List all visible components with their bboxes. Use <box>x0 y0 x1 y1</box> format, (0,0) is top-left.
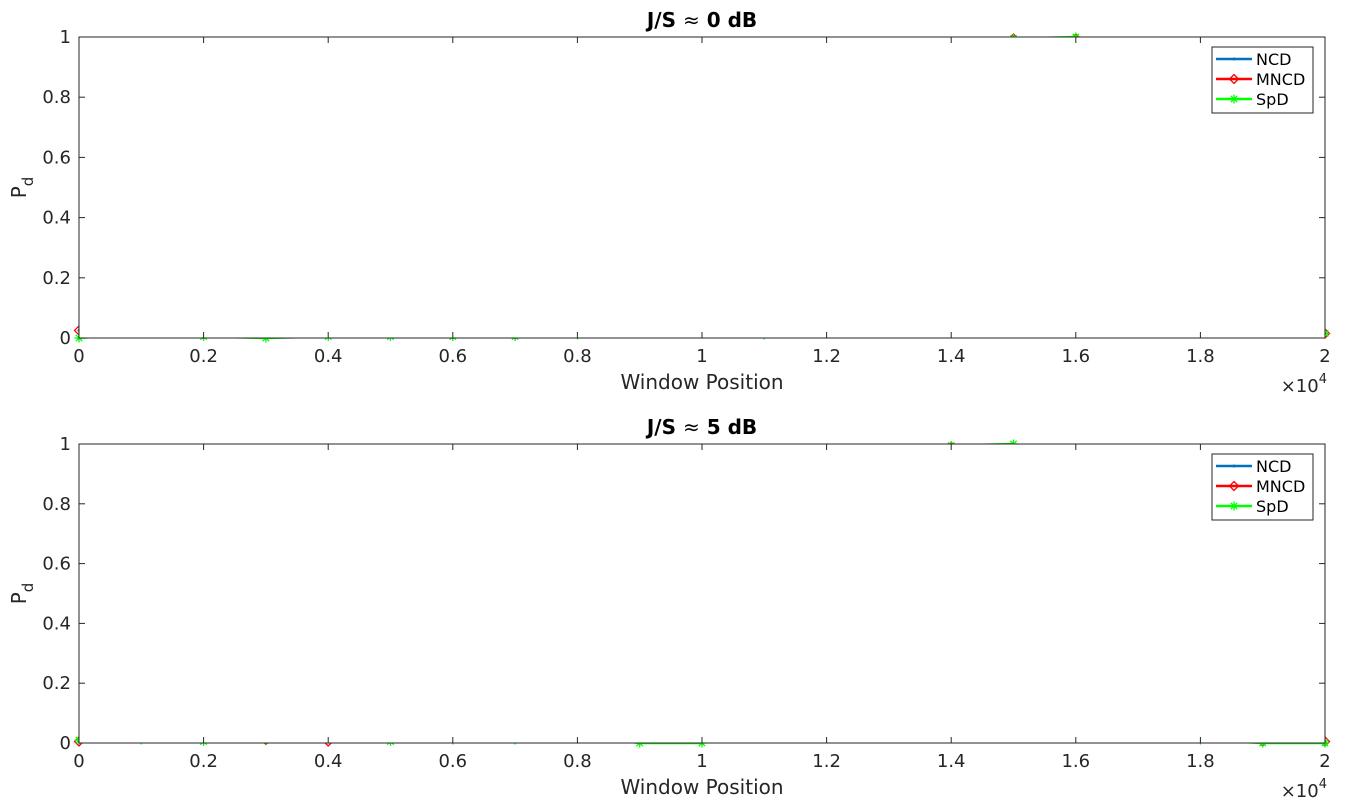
y-tick-label: 0.4 <box>42 613 71 634</box>
y-axis-label: Pd <box>7 583 37 605</box>
x-tick-label: 2 <box>1319 751 1330 772</box>
legend-entry-spd: SpD <box>1216 90 1289 109</box>
x-tick-label: 1.4 <box>937 751 966 772</box>
legend-marker-sample <box>1228 480 1240 492</box>
y-tick-label: 0.8 <box>42 494 71 515</box>
x-tick-label: 1.6 <box>1061 751 1090 772</box>
x-tick-label: 1.4 <box>937 346 966 367</box>
x-axis-multiplier-base: ×10 <box>1281 781 1319 801</box>
chart-title-prefix: J/S <box>645 8 683 32</box>
x-tick-label: 0.8 <box>563 751 592 772</box>
x-tick-label: 1.2 <box>812 751 841 772</box>
y-axis-label-main: P <box>7 186 31 198</box>
chart-title: J/S ≈ 0 dB <box>645 8 757 32</box>
legend-marker-sample <box>1229 501 1239 511</box>
y-tick-label: 0 <box>60 733 71 754</box>
legend-entry-mncd: MNCD <box>1216 477 1305 496</box>
legend-label: SpD <box>1256 90 1289 109</box>
y-tick-label: 0.6 <box>42 147 71 168</box>
x-tick-label: 0.2 <box>189 346 218 367</box>
y-axis-label-subscript: d <box>19 583 37 593</box>
legend-label: MNCD <box>1256 70 1305 89</box>
y-tick-label: 0.2 <box>42 673 71 694</box>
x-tick-label: 0.2 <box>189 751 218 772</box>
chart-title-symbol: ≈ <box>683 8 700 32</box>
x-axis-multiplier-base: ×10 <box>1281 376 1319 397</box>
x-axis-label: Window Position <box>620 775 783 799</box>
legend-label: NCD <box>1256 457 1291 476</box>
x-tick-label: 1 <box>696 751 707 772</box>
chart-title: J/S ≈ 5 dB <box>645 415 757 439</box>
y-tick-label: 1 <box>60 434 71 455</box>
x-axis-label: Window Position <box>620 370 783 394</box>
legend-label: NCD <box>1256 50 1291 69</box>
y-axis-label-main: P <box>7 592 31 604</box>
legend-entry-ncd: NCD <box>1216 457 1291 476</box>
legend-marker-sample <box>1228 73 1240 85</box>
x-tick-label: 1.6 <box>1061 346 1090 367</box>
x-axis-multiplier: ×104 <box>1281 777 1327 801</box>
x-tick-label: 0 <box>73 346 84 367</box>
x-tick-label: 1.2 <box>812 346 841 367</box>
y-tick-label: 0.2 <box>42 268 71 289</box>
x-tick-label: 0.4 <box>314 751 343 772</box>
legend-label: MNCD <box>1256 477 1305 496</box>
x-tick-label: 2 <box>1319 346 1330 367</box>
x-tick-label: 0.6 <box>438 751 467 772</box>
y-tick-label: 0 <box>60 328 71 349</box>
x-tick-label: 0.8 <box>563 346 592 367</box>
x-tick-label: 0 <box>73 751 84 772</box>
x-tick-label: 1 <box>696 346 707 367</box>
legend-entry-ncd: NCD <box>1216 50 1291 69</box>
y-axis-label: Pd <box>7 177 37 199</box>
x-tick-label: 1.8 <box>1186 346 1215 367</box>
chart-title-symbol: ≈ <box>683 415 700 439</box>
chart-title-suffix: 0 dB <box>700 8 757 32</box>
x-tick-label: 0.6 <box>438 346 467 367</box>
subplot-1: 0 0.2 0.4 0.6 0.8 1 1.2 1.4 1.6 1.8 2 0 0.2 0.4 0.6 0.8… <box>7 8 1331 397</box>
legend-marker-sample <box>1232 464 1236 468</box>
x-axis-multiplier-exponent: 4 <box>1319 777 1327 792</box>
x-axis-multiplier: ×104 <box>1281 372 1327 397</box>
legend-marker-sample <box>1232 57 1236 61</box>
legend-entry-spd: SpD <box>1216 497 1289 516</box>
subplot-2: 0 0.2 0.4 0.6 0.8 1 1.2 1.4 1.6 1.8 2 0 0.2 0.4 0.6 0.8… <box>7 415 1331 801</box>
x-tick-label: 1.8 <box>1186 751 1215 772</box>
y-tick-label: 0.4 <box>42 208 71 229</box>
legend-marker-sample <box>1229 94 1239 104</box>
legend-entry-mncd: MNCD <box>1216 70 1305 89</box>
y-tick-label: 0.6 <box>42 554 71 575</box>
legend-label: SpD <box>1256 497 1289 516</box>
x-tick-label: 0.4 <box>314 346 343 367</box>
chart-title-suffix: 5 dB <box>700 415 757 439</box>
y-tick-label: 1 <box>60 27 71 48</box>
axes-box <box>78 36 1326 339</box>
x-axis-multiplier-exponent: 4 <box>1319 372 1327 387</box>
chart-title-prefix: J/S <box>645 415 683 439</box>
y-tick-label: 0.8 <box>42 87 71 108</box>
axes-box <box>78 443 1326 744</box>
y-axis-label-subscript: d <box>19 177 37 187</box>
